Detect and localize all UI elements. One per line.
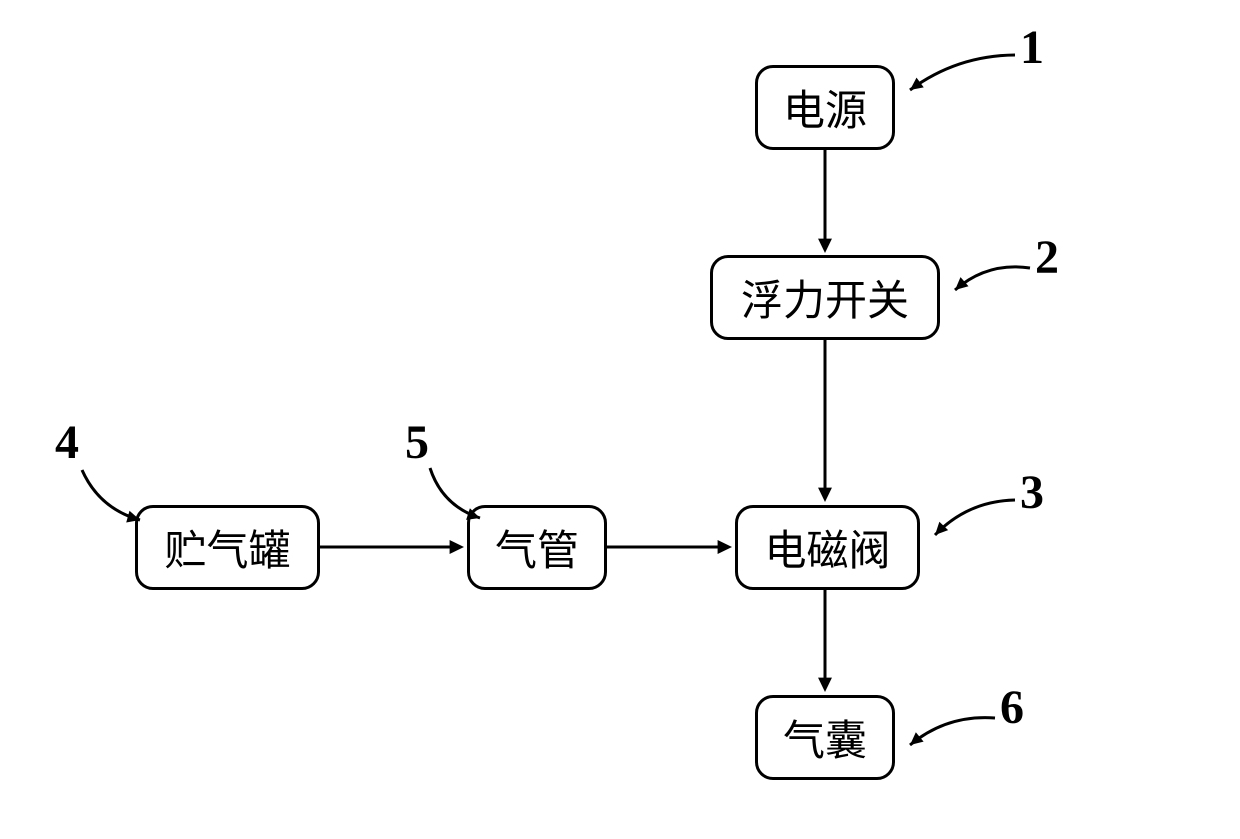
node-label-n4: 贮气罐 xyxy=(164,517,290,578)
node-label-n6: 气囊 xyxy=(783,707,867,768)
callout-num-n1: 1 xyxy=(1020,20,1044,75)
callout-num-n5: 5 xyxy=(405,415,429,470)
node-n6: 气囊 xyxy=(755,695,895,780)
node-n5: 气管 xyxy=(467,505,607,590)
node-label-n2: 浮力开关 xyxy=(741,267,909,328)
node-label-n5: 气管 xyxy=(495,517,579,578)
node-label-n1: 电源 xyxy=(783,77,867,138)
node-n1: 电源 xyxy=(755,65,895,150)
node-n4: 贮气罐 xyxy=(135,505,320,590)
callout-num-n2: 2 xyxy=(1035,230,1059,285)
node-n2: 浮力开关 xyxy=(710,255,940,340)
node-n3: 电磁阀 xyxy=(735,505,920,590)
callout-num-n4: 4 xyxy=(55,415,79,470)
callout-num-n6: 6 xyxy=(1000,680,1024,735)
callout-num-n3: 3 xyxy=(1020,465,1044,520)
callout-arrow-n6 xyxy=(0,0,1,1)
node-label-n3: 电磁阀 xyxy=(764,517,890,578)
